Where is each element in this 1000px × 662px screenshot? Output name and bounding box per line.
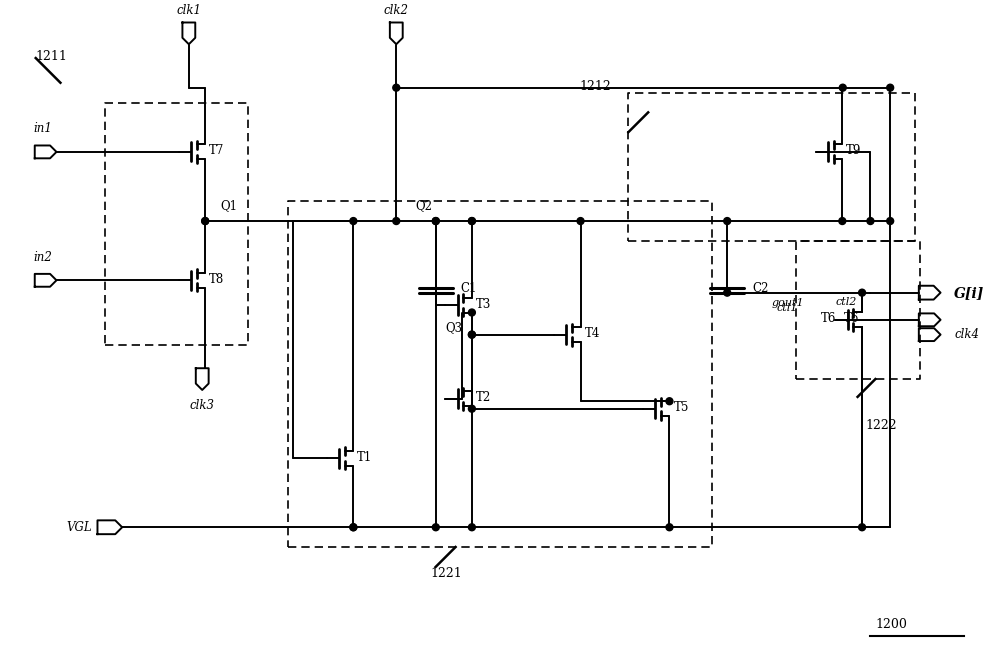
Circle shape <box>867 218 874 224</box>
Text: 1211: 1211 <box>36 50 68 63</box>
Text: T6: T6 <box>820 312 836 325</box>
Circle shape <box>577 218 584 224</box>
Text: clk2: clk2 <box>384 3 409 17</box>
Text: gout1: gout1 <box>772 298 804 308</box>
Text: T1: T1 <box>357 451 373 463</box>
Circle shape <box>666 398 673 404</box>
Text: T2: T2 <box>476 391 491 404</box>
Circle shape <box>859 524 866 531</box>
Circle shape <box>468 218 475 224</box>
Text: ctl2: ctl2 <box>835 297 857 307</box>
Circle shape <box>350 524 357 531</box>
Circle shape <box>887 218 894 224</box>
Text: T3: T3 <box>476 297 491 310</box>
Circle shape <box>468 524 475 531</box>
Circle shape <box>393 218 400 224</box>
Circle shape <box>839 218 846 224</box>
Text: T5: T5 <box>673 401 689 414</box>
Circle shape <box>887 84 894 91</box>
Circle shape <box>432 218 439 224</box>
Text: C1: C1 <box>460 282 477 295</box>
Circle shape <box>468 218 475 224</box>
Text: VGL: VGL <box>66 521 92 534</box>
Circle shape <box>350 524 357 531</box>
Text: 1222: 1222 <box>865 418 897 432</box>
Circle shape <box>724 289 731 296</box>
Circle shape <box>393 84 400 91</box>
Circle shape <box>468 331 475 338</box>
Text: C2: C2 <box>752 282 768 295</box>
Text: in2: in2 <box>34 250 53 263</box>
Text: 1221: 1221 <box>431 567 463 580</box>
Text: Q3: Q3 <box>445 321 462 334</box>
Circle shape <box>202 218 209 224</box>
Text: T9: T9 <box>846 144 862 158</box>
Circle shape <box>839 84 846 91</box>
Circle shape <box>859 289 866 296</box>
Circle shape <box>432 218 439 224</box>
Circle shape <box>350 218 357 224</box>
Text: Q1: Q1 <box>220 199 237 212</box>
Text: 1212: 1212 <box>579 79 611 93</box>
Text: T6: T6 <box>844 312 860 325</box>
Text: T7: T7 <box>209 144 225 158</box>
Circle shape <box>202 218 209 224</box>
Text: in1: in1 <box>34 122 53 135</box>
Text: T4: T4 <box>584 327 600 340</box>
Circle shape <box>468 405 475 412</box>
Circle shape <box>666 524 673 531</box>
Text: ctl1: ctl1 <box>777 303 798 312</box>
Text: T8: T8 <box>209 273 224 286</box>
Text: clk3: clk3 <box>190 399 215 412</box>
Text: 1200: 1200 <box>875 618 907 631</box>
Circle shape <box>432 524 439 531</box>
Text: Q2: Q2 <box>416 199 433 212</box>
Circle shape <box>724 218 731 224</box>
Text: clk4: clk4 <box>954 328 979 341</box>
Text: G[i]: G[i] <box>954 286 985 300</box>
Circle shape <box>468 331 475 338</box>
Text: clk1: clk1 <box>176 3 201 17</box>
Circle shape <box>468 309 475 316</box>
